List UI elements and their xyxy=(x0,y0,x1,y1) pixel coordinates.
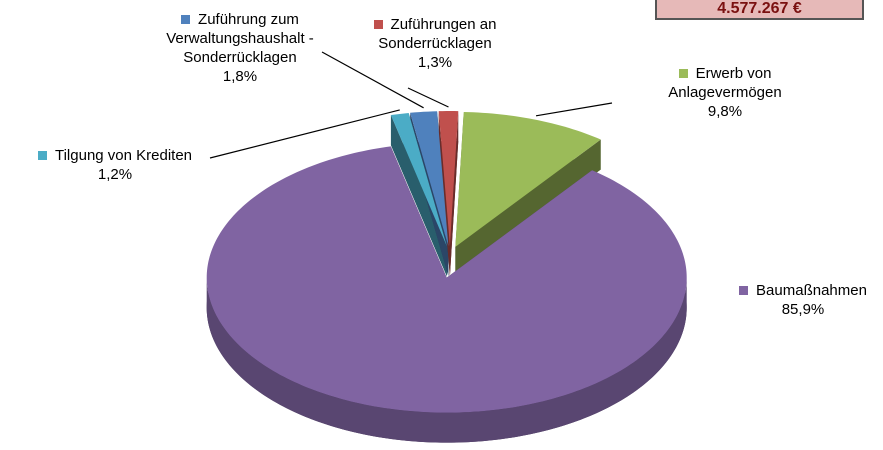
value-label: 9,8% xyxy=(707,103,743,120)
legend-swatch xyxy=(373,20,383,29)
category-label: Erwerb von Anlagevermögen xyxy=(668,65,782,101)
data-label: Zuführung zum Verwaltungshaushalt - Sond… xyxy=(140,10,340,86)
pie-slice xyxy=(206,146,687,413)
legend-swatch xyxy=(181,15,191,24)
data-label: Erwerb von Anlagevermögen 9,8% xyxy=(625,64,825,121)
leader-line xyxy=(321,51,424,109)
category-label: Zuführung zum Verwaltungshaushalt - Sond… xyxy=(166,11,314,66)
data-label: Tilgung von Krediten 1,2% xyxy=(10,146,220,184)
leader-line xyxy=(407,87,449,108)
total-text: 4.577.267 € xyxy=(717,0,802,17)
legend-swatch xyxy=(739,286,749,295)
category-label: Tilgung von Krediten xyxy=(54,147,193,164)
category-label: Zuführungen an Sonderrücklagen xyxy=(378,16,497,52)
data-label: Baumaßnahmen 85,9% xyxy=(728,281,878,319)
leader-line xyxy=(535,102,613,117)
category-label: Baumaßnahmen xyxy=(756,282,867,299)
pie-slice xyxy=(455,112,601,247)
slice-wall xyxy=(455,139,601,277)
legend-swatch xyxy=(37,151,47,160)
leader-line xyxy=(209,109,400,159)
slice-wall xyxy=(390,115,447,277)
data-label: Zuführungen an Sonderrücklagen 1,3% xyxy=(350,15,520,72)
slice-wall xyxy=(449,111,459,277)
pie-slice xyxy=(410,111,449,247)
slice-side xyxy=(206,277,687,443)
pie-slice xyxy=(438,111,459,247)
pie-slice xyxy=(390,113,447,247)
value-label: 1,3% xyxy=(417,54,453,71)
value-label: 1,8% xyxy=(222,68,258,85)
legend-swatch xyxy=(678,69,688,78)
value-label: 85,9% xyxy=(781,301,825,318)
total-box: 4.577.267 € xyxy=(655,0,864,20)
value-label: 1,2% xyxy=(97,166,133,183)
